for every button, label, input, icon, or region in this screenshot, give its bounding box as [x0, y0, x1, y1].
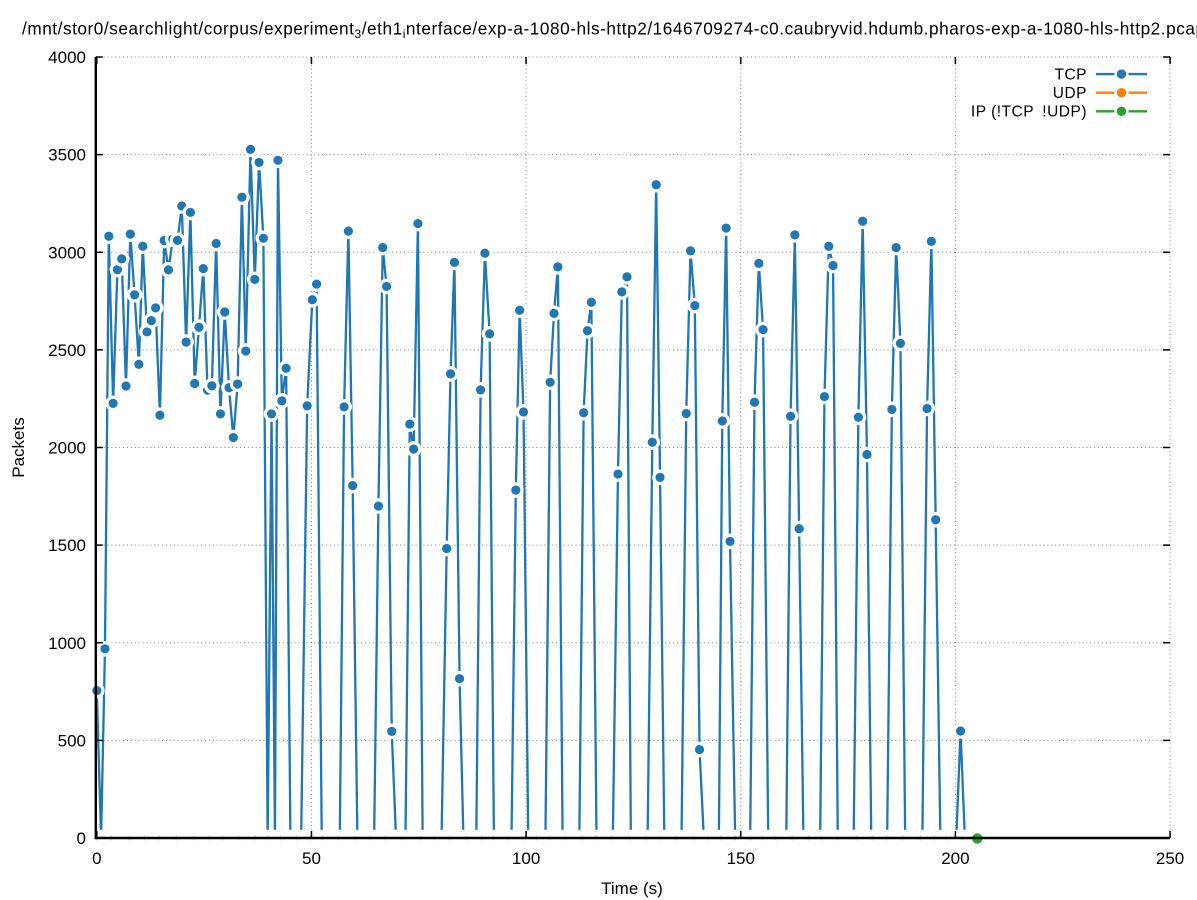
- svg-text:IP (!TCP !UDP): IP (!TCP !UDP): [971, 104, 1087, 121]
- svg-text:2500: 2500: [48, 341, 86, 360]
- svg-text:Packets: Packets: [9, 417, 28, 477]
- svg-text:3000: 3000: [48, 243, 86, 262]
- svg-text:50: 50: [302, 849, 321, 868]
- svg-text:2000: 2000: [48, 439, 86, 458]
- svg-text:3500: 3500: [48, 146, 86, 165]
- svg-text:Time (s): Time (s): [601, 879, 663, 898]
- svg-text:0: 0: [92, 849, 101, 868]
- svg-text:TCP: TCP: [1055, 66, 1088, 83]
- svg-text:1500: 1500: [48, 536, 86, 555]
- svg-text:500: 500: [58, 731, 86, 750]
- svg-text:250: 250: [1156, 849, 1184, 868]
- svg-text:UDP: UDP: [1053, 85, 1087, 102]
- svg-text:/mnt/stor0/searchlight/corpus/: /mnt/stor0/searchlight/corpus/experiment…: [22, 19, 1197, 42]
- svg-text:1000: 1000: [48, 634, 86, 653]
- svg-text:200: 200: [941, 849, 969, 868]
- svg-text:4000: 4000: [48, 48, 86, 67]
- svg-text:100: 100: [512, 849, 540, 868]
- svg-text:0: 0: [77, 829, 86, 848]
- svg-text:150: 150: [727, 849, 755, 868]
